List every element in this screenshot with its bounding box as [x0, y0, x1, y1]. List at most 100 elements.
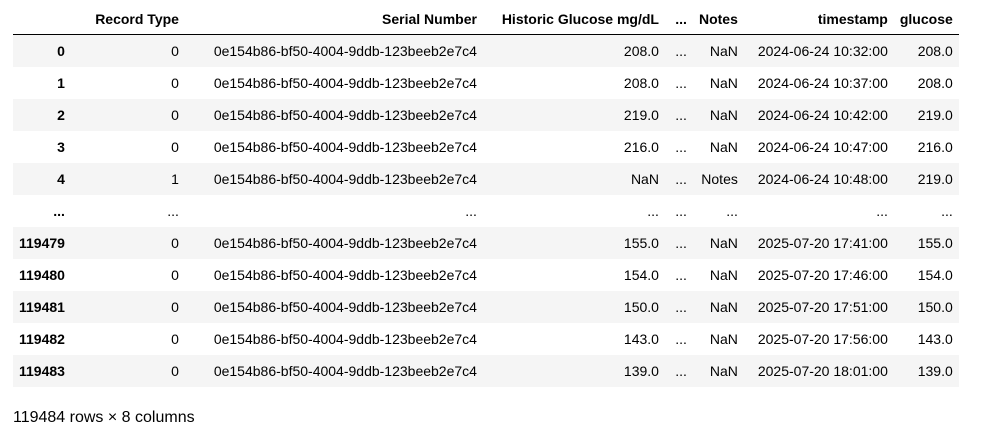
row-index: 119482 [19, 331, 65, 347]
cell-timestamp: 2024-06-24 10:42:00 [757, 107, 888, 123]
cell-record-type: ... [167, 203, 179, 219]
cell-serial-number: 0e154b86-bf50-4004-9ddb-123beeb2e7c4 [213, 299, 477, 315]
cell-historic-glucose: ... [647, 203, 659, 219]
cell-ellipsis: ... [675, 363, 687, 379]
cell-glucose: 154.0 [917, 267, 953, 283]
cell-glucose: 219.0 [917, 171, 953, 187]
row-index: 119483 [19, 363, 65, 379]
cell-timestamp: ... [876, 203, 888, 219]
cell-glucose: 216.0 [917, 139, 953, 155]
column-header-ellipsis: ... [664, 4, 693, 35]
table-row: 119481 0 0e154b86-bf50-4004-9ddb-123beeb… [13, 291, 959, 323]
table-body: 0 0 0e154b86-bf50-4004-9ddb-123beeb2e7c4… [13, 34, 959, 387]
cell-ellipsis: ... [675, 267, 687, 283]
column-header-notes: Notes [692, 4, 744, 35]
column-header-glucose: glucose [893, 4, 959, 35]
cell-serial-number: 0e154b86-bf50-4004-9ddb-123beeb2e7c4 [213, 139, 477, 155]
cell-record-type: 0 [171, 299, 179, 315]
cell-ellipsis: ... [675, 75, 687, 91]
cell-serial-number: 0e154b86-bf50-4004-9ddb-123beeb2e7c4 [213, 267, 477, 283]
cell-historic-glucose: 139.0 [623, 363, 659, 379]
row-index: 2 [57, 107, 65, 123]
column-header-record-type: Record Type [70, 4, 185, 35]
table-row-ellipsis: ... ... ... ... ... ... ... ... [13, 195, 959, 227]
cell-record-type: 0 [171, 139, 179, 155]
table-row: 119479 0 0e154b86-bf50-4004-9ddb-123beeb… [13, 227, 959, 259]
row-index: 119479 [19, 235, 65, 251]
cell-timestamp: 2024-06-24 10:48:00 [757, 171, 888, 187]
cell-serial-number: 0e154b86-bf50-4004-9ddb-123beeb2e7c4 [213, 43, 477, 59]
cell-ellipsis: ... [675, 107, 687, 123]
cell-record-type: 1 [171, 171, 179, 187]
cell-historic-glucose: 154.0 [623, 267, 659, 283]
cell-notes: NaN [709, 331, 738, 347]
cell-timestamp: 2025-07-20 18:01:00 [757, 363, 888, 379]
cell-timestamp: 2024-06-24 10:32:00 [757, 43, 888, 59]
column-header-timestamp: timestamp [743, 4, 894, 35]
cell-notes: NaN [709, 139, 738, 155]
cell-glucose: 139.0 [917, 363, 953, 379]
cell-historic-glucose: 155.0 [623, 235, 659, 251]
dataframe-table: Record Type Serial Number Historic Gluco… [13, 4, 959, 387]
cell-record-type: 0 [171, 107, 179, 123]
cell-notes: NaN [709, 363, 738, 379]
cell-record-type: 0 [171, 267, 179, 283]
cell-notes: NaN [709, 75, 738, 91]
table-row: 2 0 0e154b86-bf50-4004-9ddb-123beeb2e7c4… [13, 99, 959, 131]
cell-ellipsis: ... [675, 139, 687, 155]
cell-timestamp: 2025-07-20 17:46:00 [757, 267, 888, 283]
cell-serial-number: 0e154b86-bf50-4004-9ddb-123beeb2e7c4 [213, 171, 477, 187]
row-index: 0 [57, 43, 65, 59]
dataframe-shape-label: 119484 rows × 8 columns [13, 409, 195, 426]
table-row: 119482 0 0e154b86-bf50-4004-9ddb-123beeb… [13, 323, 959, 355]
cell-notes: NaN [709, 107, 738, 123]
header-row: Record Type Serial Number Historic Gluco… [13, 4, 959, 35]
row-index: 4 [57, 171, 65, 187]
cell-ellipsis: ... [675, 43, 687, 59]
cell-notes: ... [726, 203, 738, 219]
cell-glucose: 150.0 [917, 299, 953, 315]
cell-record-type: 0 [171, 235, 179, 251]
cell-glucose: 208.0 [917, 43, 953, 59]
cell-timestamp: 2025-07-20 17:56:00 [757, 331, 888, 347]
cell-serial-number: 0e154b86-bf50-4004-9ddb-123beeb2e7c4 [213, 363, 477, 379]
table-row: 119483 0 0e154b86-bf50-4004-9ddb-123beeb… [13, 355, 959, 387]
cell-notes: Notes [701, 171, 738, 187]
cell-historic-glucose: 208.0 [623, 43, 659, 59]
row-index: 119480 [19, 267, 65, 283]
header-index-blank [13, 4, 71, 35]
column-header-historic-glucose: Historic Glucose mg/dL [482, 4, 665, 35]
cell-timestamp: 2025-07-20 17:41:00 [757, 235, 888, 251]
cell-notes: NaN [709, 235, 738, 251]
cell-timestamp: 2025-07-20 17:51:00 [757, 299, 888, 315]
cell-record-type: 0 [171, 75, 179, 91]
cell-serial-number: ... [465, 203, 477, 219]
cell-glucose: 208.0 [917, 75, 953, 91]
table-row: 119480 0 0e154b86-bf50-4004-9ddb-123beeb… [13, 259, 959, 291]
cell-ellipsis: ... [675, 203, 687, 219]
cell-timestamp: 2024-06-24 10:37:00 [757, 75, 888, 91]
table-row: 4 1 0e154b86-bf50-4004-9ddb-123beeb2e7c4… [13, 163, 959, 195]
cell-timestamp: 2024-06-24 10:47:00 [757, 139, 888, 155]
cell-ellipsis: ... [675, 299, 687, 315]
cell-serial-number: 0e154b86-bf50-4004-9ddb-123beeb2e7c4 [213, 331, 477, 347]
cell-glucose: 143.0 [917, 331, 953, 347]
cell-glucose: ... [941, 203, 953, 219]
row-index: 119481 [19, 299, 65, 315]
cell-historic-glucose: NaN [630, 171, 659, 187]
cell-historic-glucose: 143.0 [623, 331, 659, 347]
row-index: 3 [57, 139, 65, 155]
cell-glucose: 155.0 [917, 235, 953, 251]
cell-serial-number: 0e154b86-bf50-4004-9ddb-123beeb2e7c4 [213, 107, 477, 123]
dataframe-output: Record Type Serial Number Historic Gluco… [13, 4, 959, 387]
cell-ellipsis: ... [675, 171, 687, 187]
cell-historic-glucose: 208.0 [623, 75, 659, 91]
cell-historic-glucose: 150.0 [623, 299, 659, 315]
cell-record-type: 0 [171, 43, 179, 59]
cell-ellipsis: ... [675, 331, 687, 347]
table-row: 0 0 0e154b86-bf50-4004-9ddb-123beeb2e7c4… [13, 34, 959, 67]
row-index: ... [53, 203, 65, 219]
cell-notes: NaN [709, 267, 738, 283]
cell-historic-glucose: 216.0 [623, 139, 659, 155]
cell-record-type: 0 [171, 363, 179, 379]
